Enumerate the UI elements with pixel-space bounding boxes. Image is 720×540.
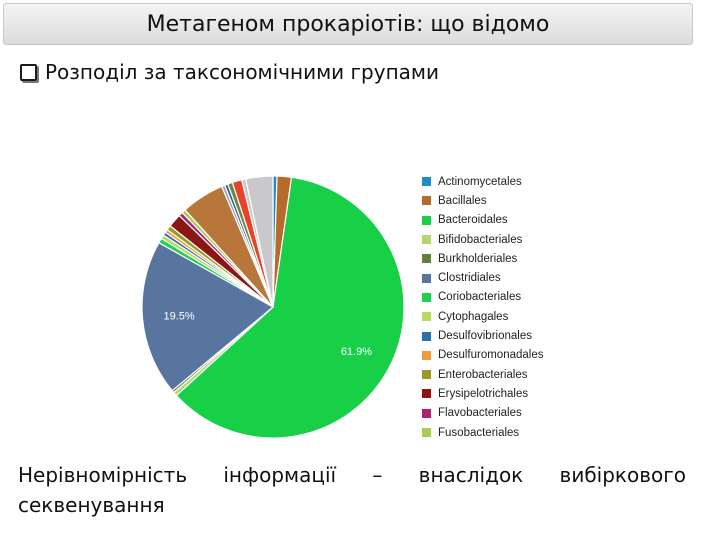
legend-swatch [422, 292, 431, 302]
data-label: 19.5% [163, 310, 194, 322]
legend-swatch [422, 350, 431, 360]
pie-chart: 61.9% 19.5% [141, 175, 405, 439]
checkbox-bullet-icon [20, 63, 37, 81]
legend-item: Bifidobacteriales [422, 230, 543, 249]
legend-item: Bacteroidales [422, 211, 543, 230]
legend-label: Fusobacteriales [438, 426, 520, 439]
legend-item: Fusobacteriales [422, 423, 543, 442]
legend-swatch [422, 428, 431, 437]
legend-label: Bacteroidales [438, 214, 508, 227]
legend-swatch [422, 254, 431, 264]
legend-item: Bacillales [422, 191, 543, 210]
legend-swatch [422, 312, 431, 322]
legend-item: Flavobacteriales [422, 404, 543, 423]
legend-swatch [422, 389, 431, 399]
legend-label: Burkholderiales [438, 252, 518, 265]
pie-slice-unlabeled-20 [244, 175, 274, 308]
pie-slice-clostridiales [141, 241, 275, 392]
chart-legend: Actinomycetales Bacillales Bacteroidales Bi… [422, 172, 543, 442]
legend-swatch [422, 408, 431, 418]
legend-label: Cytophagales [438, 310, 509, 323]
title-bar: Метагеном прокаріотів: що відомо [3, 3, 693, 45]
pie-slice-bacteroidales [175, 176, 405, 439]
legend-item: Desulfovibrionales [422, 326, 543, 345]
legend-item: Desulfuromonadales [422, 346, 543, 365]
legend-item: Cytophagales [422, 307, 543, 326]
data-label: 61.9% [341, 346, 372, 358]
legend-item: Enterobacteriales [422, 365, 543, 384]
legend-swatch [422, 235, 431, 245]
legend-item: Actinomycetales [422, 172, 543, 191]
legend-item: Burkholderiales [422, 249, 543, 268]
legend-swatch [422, 196, 431, 206]
legend-label: Bifidobacteriales [438, 233, 523, 246]
footer-text: Нерівномірність інформації – внаслідок в… [18, 463, 686, 517]
legend-label: Enterobacteriales [438, 368, 528, 381]
legend-swatch [422, 273, 431, 283]
legend-label: Actinomycetales [438, 175, 522, 188]
legend-swatch [422, 215, 431, 225]
bullet-row: Розподіл за таксономічними групами [20, 60, 439, 84]
bullet-text: Розподіл за таксономічними групами [45, 60, 439, 84]
legend-label: Desulfuromonadales [438, 349, 544, 362]
page-title: Метагеном прокаріотів: що відомо [146, 11, 550, 37]
legend-label: Desulfovibrionales [438, 330, 532, 343]
legend-label: Erysipelotrichales [438, 387, 529, 400]
legend-swatch [422, 331, 431, 341]
legend-label: Bacillales [438, 194, 487, 207]
legend-swatch [422, 370, 431, 380]
legend-item: Clostridiales [422, 268, 543, 287]
legend-label: Flavobacteriales [438, 407, 522, 420]
legend-label: Coriobacteriales [438, 291, 522, 304]
legend-item: Coriobacteriales [422, 288, 543, 307]
legend-label: Clostridiales [438, 272, 501, 285]
legend-swatch [422, 177, 431, 187]
legend-item: Erysipelotrichales [422, 384, 543, 403]
